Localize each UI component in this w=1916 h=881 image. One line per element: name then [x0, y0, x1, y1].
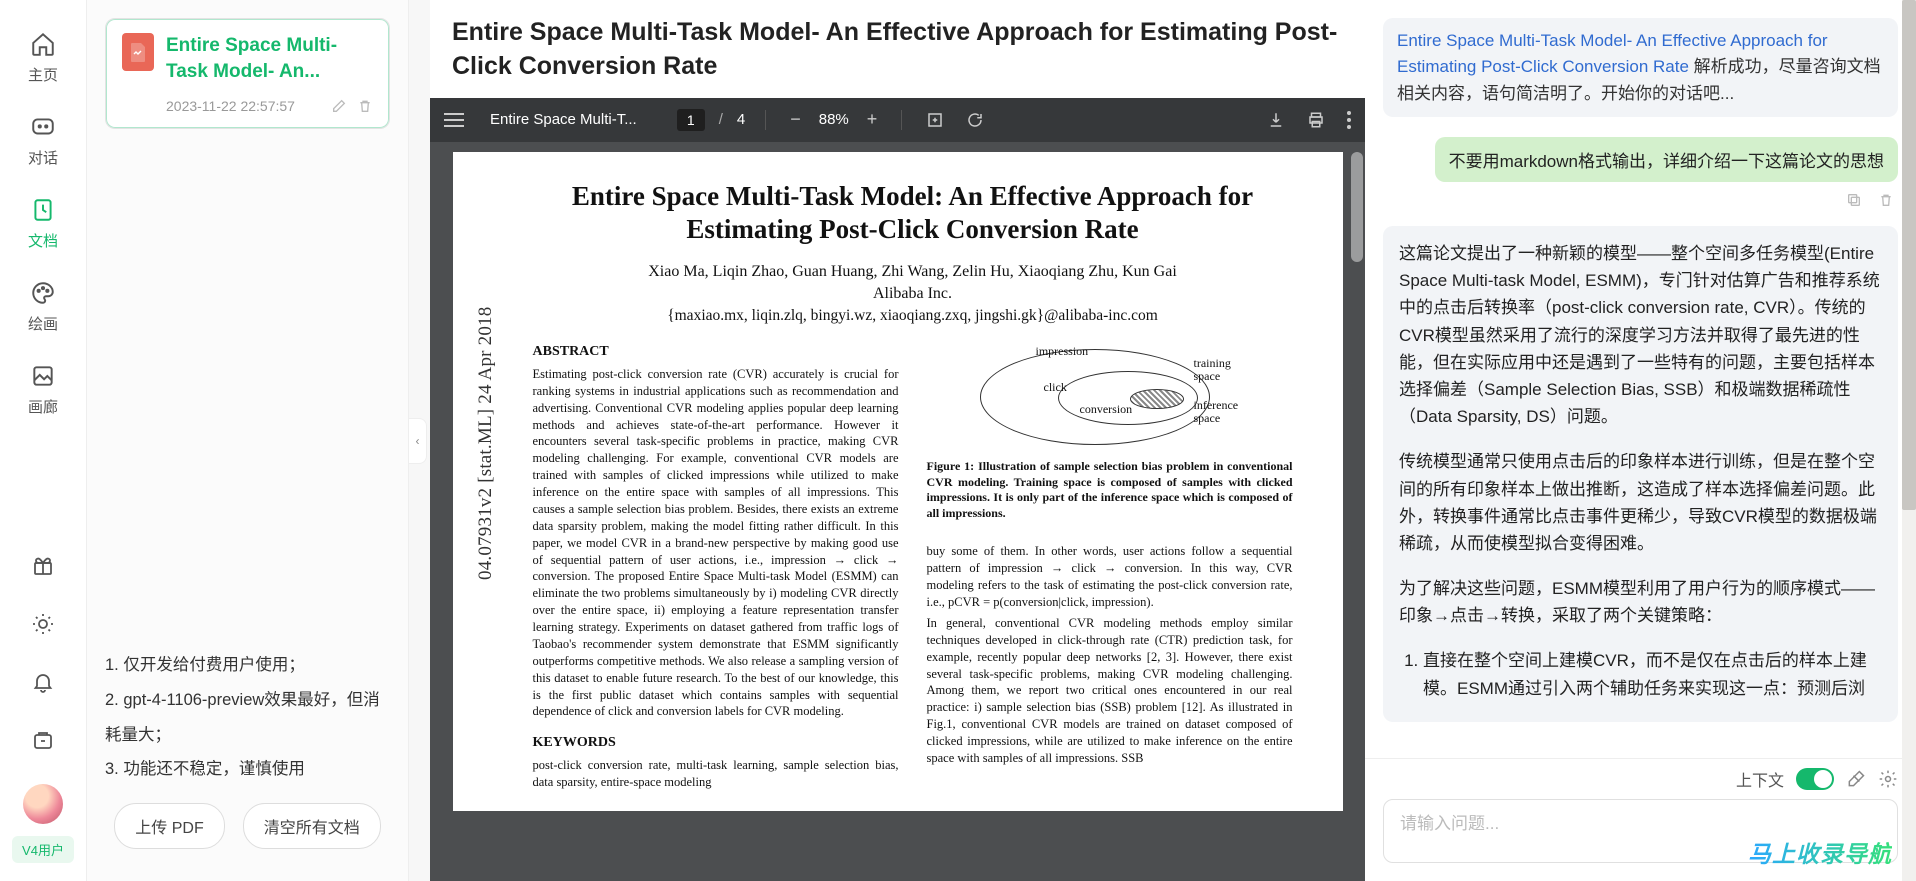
- nav-rail: 主页 对话 文档 绘画 画廊: [0, 0, 87, 881]
- page-scrollbar[interactable]: [1902, 0, 1916, 881]
- nav-notify[interactable]: [29, 668, 57, 702]
- abstract-text: Estimating post-click conversion rate (C…: [533, 366, 899, 720]
- user-message: 不要用markdown格式输出，详细介绍一下这篇论文的思想: [1435, 137, 1898, 182]
- copy-icon[interactable]: [1846, 192, 1862, 208]
- fig-label-inference: inference space: [1194, 399, 1250, 424]
- left-panel: Entire Space Multi-Task Model- An... 202…: [87, 0, 409, 881]
- message-list[interactable]: Entire Space Multi-Task Model- An Effect…: [1365, 0, 1916, 758]
- nav-gallery-label: 画廊: [28, 396, 58, 417]
- nav-home-label: 主页: [28, 64, 58, 85]
- page-input[interactable]: [677, 109, 705, 131]
- fig-label-training: training space: [1194, 357, 1246, 382]
- page-total: 4: [737, 111, 745, 128]
- nav-chat[interactable]: 对话: [28, 113, 58, 168]
- settings-icon[interactable]: [1878, 769, 1898, 789]
- context-label: 上下文: [1736, 767, 1784, 791]
- home-icon: [29, 30, 57, 58]
- more-icon[interactable]: [1347, 111, 1351, 129]
- paper-emails: {maxiao.mx, liqin.zlq, bingyi.wz, xiaoqi…: [533, 307, 1293, 325]
- zoom-level: 88%: [819, 111, 849, 128]
- context-switch[interactable]: [1796, 768, 1834, 790]
- pdf-toolbar: Entire Space Multi-T... / 4 − 88% +: [430, 98, 1365, 142]
- ai-p3: 为了解决这些问题，ESMM模型利用了用户行为的顺序模式——印象→点击→转换，采取…: [1399, 575, 1882, 629]
- doc-card-title: Entire Space Multi-Task Model- An...: [166, 33, 373, 84]
- note-line: 1. 仅开发给付费用户使用；: [105, 648, 390, 683]
- note-line: 2. gpt-4-1106-preview效果最好，但消耗量大；: [105, 683, 390, 752]
- nav-gift[interactable]: [29, 552, 57, 586]
- doc-card[interactable]: Entire Space Multi-Task Model- An... 202…: [105, 18, 390, 129]
- print-icon[interactable]: [1307, 111, 1325, 129]
- note-line: 3. 功能还不稳定，谨慎使用: [105, 752, 390, 787]
- nav-archive[interactable]: [29, 726, 57, 760]
- paper-title: Entire Space Multi-Task Model: An Effect…: [533, 180, 1293, 248]
- ai-p1: 这篇论文提出了一种新颖的模型——整个空间多任务模型(Entire Space M…: [1399, 240, 1882, 430]
- col2-body: In general, conventional CVR modeling me…: [927, 615, 1293, 767]
- sun-icon: [29, 610, 57, 638]
- pdf-tb-name: Entire Space Multi-T...: [490, 111, 637, 128]
- menu-icon[interactable]: [444, 113, 464, 127]
- pdf-title: Entire Space Multi-Task Model- An Effect…: [430, 0, 1365, 98]
- chat-input-box[interactable]: [1383, 799, 1898, 863]
- fig-label-impression: impression: [1036, 343, 1089, 359]
- figure-caption: Figure 1: Illustration of sample selecti…: [927, 459, 1293, 521]
- doc-card-time: 2023-11-22 22:57:57: [166, 98, 295, 114]
- chat-icon: [29, 113, 57, 141]
- image-icon: [29, 362, 57, 390]
- ai-p2: 传统模型通常只使用点击后的印象样本进行训练，但是在整个空间的所有印象样本上做出推…: [1399, 448, 1882, 557]
- paper-col-right: impression click conversion training spa…: [927, 343, 1293, 791]
- paper-col-left: ABSTRACT Estimating post-click conversio…: [533, 343, 899, 791]
- fit-page-icon[interactable]: [922, 111, 948, 129]
- clear-all-button[interactable]: 清空所有文档: [243, 803, 381, 849]
- archive-icon: [29, 726, 57, 754]
- nav-paint[interactable]: 绘画: [28, 279, 58, 334]
- nav-chat-label: 对话: [28, 147, 58, 168]
- abstract-heading: ABSTRACT: [533, 343, 899, 362]
- edit-icon[interactable]: [331, 98, 347, 114]
- page-sep: /: [719, 111, 723, 128]
- figure-diagram: impression click conversion training spa…: [980, 343, 1240, 453]
- pdf-scrollbar[interactable]: [1351, 152, 1363, 869]
- user-avatar[interactable]: [23, 784, 63, 824]
- bell-icon: [29, 668, 57, 696]
- pdf-page-wrap[interactable]: 04.07931v2 [stat.ML] 24 Apr 2018 Entire …: [430, 142, 1365, 881]
- eraser-icon[interactable]: [1846, 769, 1866, 789]
- collapse-handle[interactable]: ‹: [409, 418, 427, 464]
- keywords-heading: KEYWORDS: [533, 734, 899, 753]
- palette-icon: [29, 279, 57, 307]
- nav-theme[interactable]: [29, 610, 57, 644]
- arxiv-stamp: 04.07931v2 [stat.ML] 24 Apr 2018: [475, 306, 497, 579]
- ai-message: 这篇论文提出了一种新颖的模型——整个空间多任务模型(Entire Space M…: [1383, 226, 1898, 722]
- nav-home[interactable]: 主页: [28, 30, 58, 85]
- nav-paint-label: 绘画: [28, 313, 58, 334]
- delete-icon[interactable]: [357, 98, 373, 114]
- upload-pdf-button[interactable]: 上传 PDF: [114, 803, 224, 849]
- chat-input-area: 上下文: [1365, 758, 1916, 881]
- fig-label-conversion: conversion: [1080, 401, 1133, 417]
- paper-affil: Alibaba Inc.: [533, 285, 1293, 303]
- chat-panel: Entire Space Multi-Task Model- An Effect…: [1365, 0, 1916, 881]
- nav-docs-label: 文档: [28, 230, 58, 251]
- pdf-viewer: Entire Space Multi-Task Model- An Effect…: [430, 0, 1365, 881]
- paper-authors: Xiao Ma, Liqin Zhao, Guan Huang, Zhi Wan…: [533, 263, 1293, 281]
- nav-docs[interactable]: 文档: [28, 196, 58, 251]
- user-badge: V4用户: [12, 836, 74, 863]
- rotate-icon[interactable]: [962, 111, 988, 129]
- delete-msg-icon[interactable]: [1878, 192, 1894, 208]
- zoom-out-icon[interactable]: −: [786, 109, 805, 130]
- notes-block: 1. 仅开发给付费用户使用； 2. gpt-4-1106-preview效果最好…: [105, 648, 390, 787]
- pdf-page: 04.07931v2 [stat.ML] 24 Apr 2018 Entire …: [453, 152, 1343, 811]
- col2-intro: buy some of them. In other words, user a…: [927, 543, 1293, 611]
- zoom-in-icon[interactable]: +: [863, 109, 882, 130]
- fig-label-click: click: [1044, 379, 1067, 395]
- download-icon[interactable]: [1267, 111, 1285, 129]
- docs-icon: [29, 196, 57, 224]
- chat-input[interactable]: [1400, 814, 1881, 834]
- gift-icon: [29, 552, 57, 580]
- system-message: Entire Space Multi-Task Model- An Effect…: [1383, 18, 1898, 117]
- keywords-text: post-click conversion rate, multi-task l…: [533, 757, 899, 791]
- nav-gallery[interactable]: 画廊: [28, 362, 58, 417]
- ai-li1: 直接在整个空间上建模CVR，而不是仅在点击后的样本上建模。ESMM通过引入两个辅…: [1423, 647, 1882, 701]
- message-actions: [1383, 192, 1898, 208]
- pdf-file-icon: [122, 33, 154, 71]
